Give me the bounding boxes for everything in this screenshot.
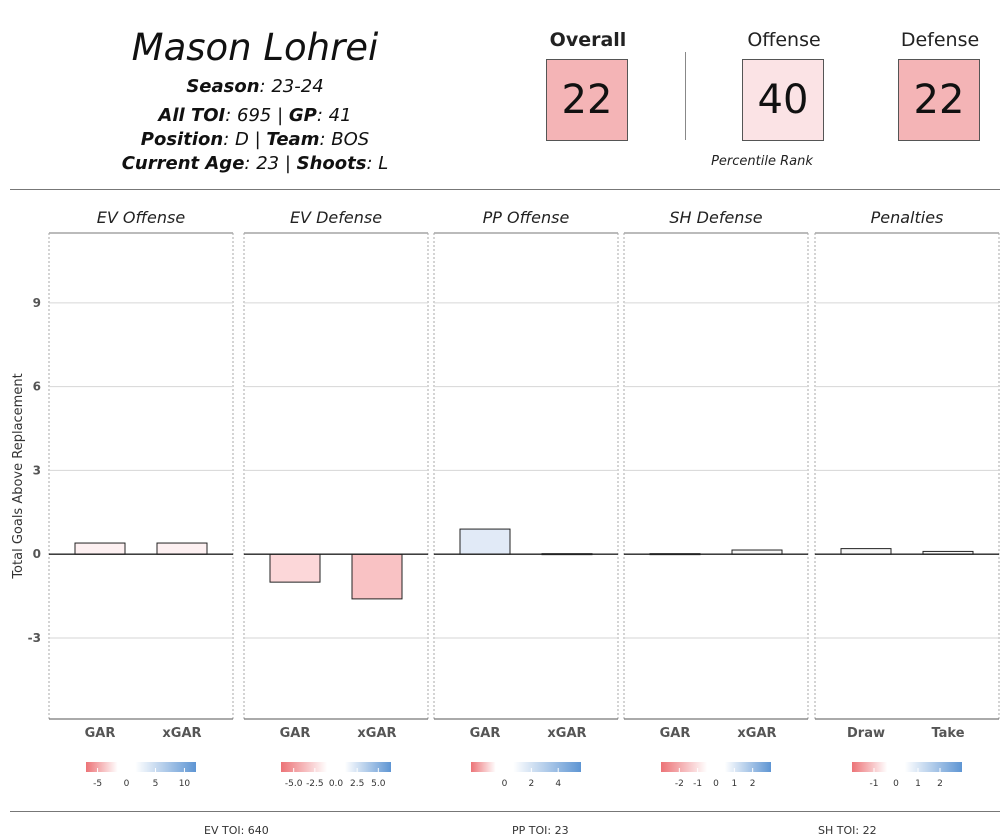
color-scale-bar — [86, 762, 196, 772]
bar — [74, 542, 126, 555]
percentile-divider — [685, 52, 686, 140]
x-tick-label: GAR — [85, 726, 116, 741]
color-scale-label: -2 — [675, 779, 684, 789]
color-scale-label: 2 — [937, 779, 943, 789]
toi-label: All TOI — [158, 105, 226, 126]
position-value: D — [234, 129, 249, 150]
panel-title: EV Defense — [290, 208, 382, 227]
bar — [459, 528, 511, 555]
bar — [269, 553, 321, 583]
x-tick-label: xGAR — [357, 726, 396, 741]
color-scale-label: 2 — [750, 779, 756, 789]
y-axis-label: Total Goals Above Replacement — [11, 373, 26, 579]
color-scale-bar — [852, 762, 962, 772]
color-scale-label: 10 — [179, 779, 191, 789]
offense-label: Offense — [747, 29, 821, 51]
y-tick-label: 3 — [33, 463, 41, 477]
color-scale-label: 2 — [528, 779, 534, 789]
player-header: Mason Lohrei Season: 23-24 All TOI: 695 … — [0, 0, 1000, 188]
defense-percentile-value: 22 — [913, 77, 965, 123]
x-tick-label: GAR — [660, 726, 691, 741]
team-value: BOS — [331, 129, 370, 150]
position-label: Position — [140, 129, 224, 150]
panel-title: Penalties — [871, 208, 944, 227]
color-scale-label: 0 — [502, 779, 508, 789]
x-tick-label: xGAR — [737, 726, 776, 741]
offense-percentile-box: 40 — [742, 59, 824, 141]
x-tick-label: Draw — [847, 726, 885, 741]
season-value: 23-24 — [271, 76, 324, 97]
color-scale-label: 0.0 — [329, 779, 344, 789]
color-scale-label: -1 — [693, 779, 702, 789]
footer-rule — [10, 811, 1000, 812]
color-scale-label: 0 — [124, 779, 130, 789]
color-scale-label: 0 — [893, 779, 899, 789]
x-tick-label: xGAR — [162, 726, 201, 741]
y-tick-label: 9 — [33, 296, 41, 310]
header-rule — [10, 189, 1000, 190]
color-scale-bar — [281, 762, 391, 772]
season-line: Season: 23-24 — [186, 76, 324, 97]
x-tick-label: GAR — [280, 726, 311, 741]
y-tick-label: -3 — [28, 631, 41, 645]
color-scale-label: 5 — [153, 779, 159, 789]
player-name: Mason Lohrei — [131, 26, 379, 69]
panel-title: PP Offense — [483, 208, 570, 227]
gar-chart: Total Goals Above Replacement -3 0 3 6 9 EV Of… — [11, 208, 1000, 789]
age-label: Current Age — [121, 153, 245, 174]
percentile-caption: Percentile Rank — [711, 154, 813, 169]
shoots-value: L — [378, 153, 389, 174]
color-scale-label: 2.5 — [350, 779, 364, 789]
season-label: Season — [186, 76, 260, 97]
toi-value: 695 — [237, 105, 272, 126]
overall-percentile-box: 22 — [546, 59, 628, 141]
color-scale-label: 4 — [555, 779, 561, 789]
overall-label: Overall — [549, 29, 627, 51]
color-scale-bar — [471, 762, 581, 772]
overall-percentile-value: 22 — [561, 77, 613, 123]
position-team-line: Position: D | Team: BOS — [140, 129, 370, 150]
color-scale-label: -5 — [93, 779, 102, 789]
color-scale-label: 0 — [713, 779, 719, 789]
x-tick-label: GAR — [470, 726, 501, 741]
color-scale-label: -5.0 — [285, 779, 303, 789]
bar — [351, 553, 403, 600]
panel-title: EV Offense — [97, 208, 186, 227]
sh-toi-text: SH TOI: 22 — [818, 824, 877, 837]
gp-value: 41 — [328, 105, 352, 126]
panel-title: SH Defense — [669, 208, 762, 227]
offense-percentile-value: 40 — [757, 77, 809, 123]
y-tick-label: 0 — [33, 547, 41, 561]
bar — [840, 548, 892, 555]
age-value: 23 — [256, 153, 280, 174]
gp-label: GP — [288, 105, 317, 126]
pp-toi-text: PP TOI: 23 — [512, 824, 569, 837]
ev-toi-text: EV TOI: 640 — [204, 824, 269, 837]
defense-label: Defense — [900, 29, 980, 51]
color-scale-label: -1 — [870, 779, 879, 789]
toi-gp-line: All TOI: 695 | GP: 41 — [158, 105, 352, 126]
defense-percentile-box: 22 — [898, 59, 980, 141]
color-scale-bar — [661, 762, 771, 772]
bar — [156, 542, 208, 555]
x-tick-label: Take — [931, 726, 964, 741]
color-scale-label: 1 — [731, 779, 737, 789]
color-scale-label: 5.0 — [371, 779, 386, 789]
color-scale-label: 1 — [915, 779, 921, 789]
team-label: Team — [266, 129, 320, 150]
age-shoots-line: Current Age: 23 | Shoots: L — [121, 153, 389, 174]
color-scale-label: -2.5 — [306, 779, 324, 789]
x-tick-label: xGAR — [547, 726, 586, 741]
shoots-label: Shoots — [296, 153, 367, 174]
y-tick-label: 6 — [33, 380, 41, 394]
